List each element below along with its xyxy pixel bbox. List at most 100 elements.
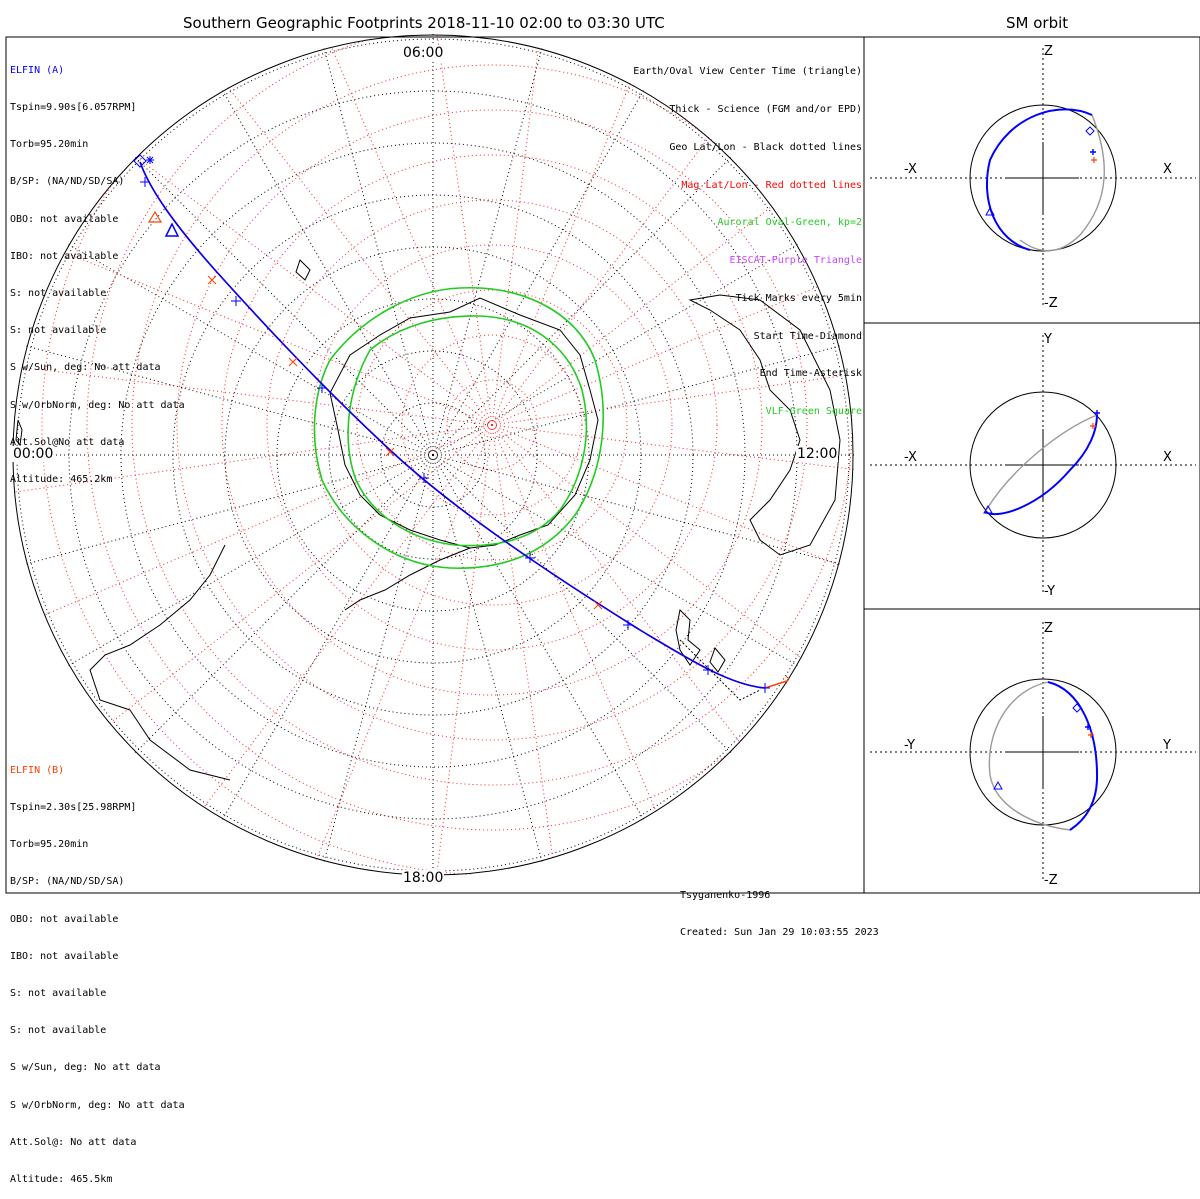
mag-lon-line xyxy=(12,214,493,426)
view-center-triangle xyxy=(164,222,180,237)
sat-b-name: ELFIN (B) xyxy=(10,764,65,776)
mag-lon-line xyxy=(491,79,854,426)
mag-lon-line xyxy=(491,34,830,426)
coastline xyxy=(344,547,471,611)
mag-lat-circle xyxy=(401,334,583,516)
geo-lon-line xyxy=(197,47,434,456)
start-diamond xyxy=(1072,703,1082,713)
panel1-bottom-label: -Z xyxy=(1044,296,1058,311)
panel2-left-label: -X xyxy=(904,450,917,465)
mag-lon-line xyxy=(50,424,493,771)
coastline xyxy=(329,297,599,549)
sat-b-line: S: not available xyxy=(10,988,107,1000)
mag-lat-circle xyxy=(221,154,763,696)
sat-a-line: S: not available xyxy=(10,288,107,300)
mag-lon-line xyxy=(491,34,703,426)
mag-lat-circle xyxy=(311,244,673,606)
created-date: Created: Sun Jan 29 10:03:55 2023 xyxy=(680,927,879,939)
panel3-right-label: Y xyxy=(1163,738,1171,753)
legend-item: Auroral Oval-Green, kp=2 xyxy=(717,217,863,229)
view-triangle xyxy=(985,206,995,216)
mag-lat-circle xyxy=(356,289,628,561)
geo-lon-line xyxy=(432,454,841,691)
sat-b-line: S w/OrbNorm, deg: No att data xyxy=(10,1099,185,1111)
coastline xyxy=(295,259,311,281)
side-title: SM orbit xyxy=(1006,14,1069,32)
hour-label-bottom: 18:00 xyxy=(402,870,445,886)
view-triangle xyxy=(993,780,1003,790)
mag-lon-line xyxy=(413,34,493,426)
panel1-right-label: X xyxy=(1163,162,1172,177)
auroral-oval-inner xyxy=(347,315,588,547)
tick-mark xyxy=(525,553,535,563)
geo-lon-line xyxy=(310,34,434,456)
sat-a-line: S w/Sun, deg: No att data xyxy=(10,362,161,374)
tick-mark xyxy=(760,683,770,693)
orbit-gray xyxy=(984,414,1098,513)
geo-lon-line xyxy=(432,454,669,863)
sat-b-line: Tspin=2.30s[25.98RPM] xyxy=(10,802,137,814)
view-triangle xyxy=(983,504,993,514)
panel3-bottom-label: -Z xyxy=(1044,873,1058,888)
legend-item: Start Time-Diamond xyxy=(753,330,862,342)
tick-mark xyxy=(231,296,241,306)
panel2-top-label: Y xyxy=(1044,332,1052,347)
mag-lon-line xyxy=(491,34,561,426)
mag-lon-line xyxy=(491,424,712,876)
mag-lon-line xyxy=(12,424,493,645)
end-asterisk xyxy=(1090,149,1096,155)
geo-lon-line xyxy=(310,454,434,876)
sm-orbit-panels xyxy=(870,48,1196,880)
sat-a-line: Att.Sol@No att data xyxy=(10,436,125,448)
legend: Earth/Oval View Center Time (triangle) T… xyxy=(633,41,862,431)
footprint-plot xyxy=(5,34,1200,894)
orbit-gray xyxy=(1019,114,1105,252)
mag-lat-circle xyxy=(176,109,808,741)
panel-frame xyxy=(863,36,1200,894)
tick-mark-b xyxy=(385,447,395,457)
sat-a-line: IBO: not available xyxy=(10,250,119,262)
tick-mark-b xyxy=(207,275,217,285)
mag-lon-line xyxy=(272,34,493,426)
mag-lat-circle xyxy=(266,199,718,651)
end-asterisk xyxy=(1085,724,1091,730)
orbit-blue xyxy=(984,414,1098,516)
sat-a-line: Torb=95.20min xyxy=(10,139,89,151)
coastline xyxy=(709,647,726,673)
legend-item: End Time-Asterisk xyxy=(759,368,862,380)
start-diamond xyxy=(1085,126,1095,136)
end-asterisk-b xyxy=(1090,423,1096,429)
sat-b-line: S: not available xyxy=(10,1025,107,1037)
orbit-blue xyxy=(985,108,1093,251)
sat-b-line: OBO: not available xyxy=(10,913,119,925)
geo-lon-line xyxy=(432,454,766,788)
mag-lon-line xyxy=(491,424,838,867)
orbit-gray xyxy=(988,681,1071,831)
panel1-left-label: -X xyxy=(904,162,917,177)
earth-circle xyxy=(969,678,1117,826)
mag-lon-line xyxy=(423,424,493,876)
end-asterisk-b xyxy=(1091,157,1097,163)
sat-b-line: B/SP: (NA/ND/SD/SA) xyxy=(10,876,125,888)
tick-mark xyxy=(703,665,713,675)
sat-b-line: IBO: not available xyxy=(10,950,119,962)
legend-item: Thick - Science (FGM and/or EPD) xyxy=(669,103,862,115)
geo-lon-line xyxy=(100,454,434,788)
end-asterisk-b xyxy=(1088,732,1094,738)
mag-lon-line xyxy=(491,424,854,763)
hour-label-top: 06:00 xyxy=(402,45,445,61)
sat-b-line: Att.Sol@: No att data xyxy=(10,1136,137,1148)
legend-item: Mag Lat/Lon - Red dotted lines xyxy=(681,179,862,191)
sat-b-info: ELFIN (B) Tspin=2.30s[25.98RPM] Torb=95.… xyxy=(10,740,185,1199)
credits: Tsyganenko-1996 Created: Sun Jan 29 10:0… xyxy=(680,866,879,951)
start-diamond xyxy=(133,154,147,168)
view-center-triangle-b xyxy=(147,210,163,223)
tick-mark-b xyxy=(288,357,298,367)
tick-mark xyxy=(317,383,327,393)
tick-mark xyxy=(140,177,150,187)
mag-lon-line xyxy=(154,424,493,873)
sat-a-name: ELFIN (A) xyxy=(10,64,65,76)
start-asterisk xyxy=(146,156,154,164)
hour-label-left: 00:00 xyxy=(12,446,55,462)
panel3-top-label: Z xyxy=(1044,621,1053,636)
